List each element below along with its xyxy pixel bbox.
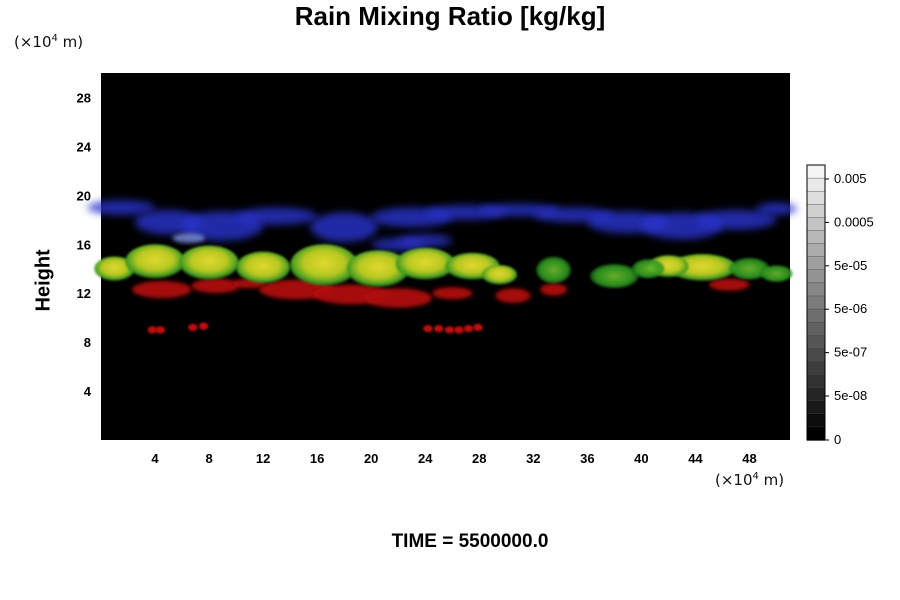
blue-rain-blob — [695, 210, 777, 230]
colorbar-label: 0 — [834, 432, 841, 447]
colorbar-swatch — [806, 308, 826, 323]
x-tick-label: 36 — [580, 451, 594, 466]
x-tick-label: 12 — [256, 451, 270, 466]
y-tick-label: 16 — [77, 237, 91, 252]
colorbar-swatch — [806, 256, 826, 271]
colorbar-swatch — [806, 282, 826, 297]
red-rain-blob — [540, 283, 568, 296]
x-tick-label: 4 — [151, 451, 159, 466]
green-rain-blob — [536, 256, 572, 284]
y-tick-label: 20 — [77, 188, 91, 203]
yellow-rain-blob — [290, 244, 358, 286]
red-rain-drop — [155, 326, 166, 334]
colorbar-label: 5e-07 — [834, 345, 867, 360]
blue-rain-blob — [172, 233, 206, 244]
yellow-rain-blob — [179, 245, 239, 280]
red-rain-blob — [191, 278, 241, 294]
colorbar-label: 5e-05 — [834, 258, 867, 273]
red-rain-blob — [708, 278, 750, 291]
red-rain-drop — [434, 325, 444, 333]
green-rain-blob — [729, 257, 770, 280]
x-tick-label: 28 — [472, 451, 486, 466]
colorbar-swatch — [806, 164, 826, 179]
colorbar-frame — [806, 164, 826, 441]
y-tick-labels: 4 8 12 16 20 24 28 — [77, 90, 92, 399]
y-tick-label: 24 — [77, 139, 92, 154]
colorbar-swatch — [806, 204, 826, 219]
yellow-rain-blob — [395, 247, 455, 280]
colorbar-swatch — [806, 413, 826, 428]
x-axis-units: (×104 m) — [715, 471, 785, 489]
red-rain-drop — [473, 323, 483, 332]
red-rain-drop — [444, 326, 455, 334]
colorbar: 0.005 0.0005 5e-05 5e-06 5e-07 5e-08 0 — [806, 164, 874, 447]
yellow-rain-blob — [94, 256, 135, 281]
green-rain-blob — [631, 258, 665, 279]
red-rain-drop — [198, 322, 209, 330]
x-tick-label: 32 — [526, 451, 540, 466]
red-rain-blob — [431, 287, 473, 300]
time-label: TIME = 5500000.0 — [391, 531, 549, 552]
colorbar-swatch — [806, 243, 826, 258]
colorbar-swatch — [806, 348, 826, 363]
colorbar-swatch — [806, 269, 826, 284]
colorbar-swatch — [806, 295, 826, 310]
yellow-rain-blob — [481, 265, 518, 285]
colorbar-swatch — [806, 177, 826, 192]
yellow-rain-blob — [236, 251, 291, 284]
blue-rain-blob — [310, 212, 378, 242]
x-tick-label: 8 — [205, 451, 212, 466]
colorbar-swatch — [806, 190, 826, 205]
red-rain-drop — [423, 325, 433, 333]
green-rain-blob — [590, 263, 639, 289]
x-tick-label: 48 — [742, 451, 756, 466]
x-tick-label: 20 — [364, 451, 378, 466]
red-rain-blob — [495, 288, 531, 303]
colorbar-swatch — [806, 217, 826, 232]
colorbar-swatch — [806, 335, 826, 350]
red-rain-blob — [364, 288, 432, 308]
colorbar-swatch — [806, 426, 826, 441]
blue-rain-blob — [398, 234, 453, 247]
red-rain-drop — [188, 323, 198, 332]
colorbar-swatch — [806, 361, 826, 376]
y-tick-label: 8 — [84, 335, 91, 350]
colorbar-label: 0.0005 — [834, 214, 874, 229]
colorbar-label: 0.005 — [834, 171, 867, 186]
colorbar-swatch — [806, 387, 826, 402]
x-tick-label: 44 — [688, 451, 703, 466]
colorbar-swatch — [806, 374, 826, 389]
blue-rain-blob — [236, 207, 318, 225]
blue-rain-blob — [87, 200, 156, 215]
red-rain-drop — [463, 325, 474, 333]
blue-rain-blob — [756, 202, 797, 215]
x-tick-labels: 4 8 12 16 20 24 28 32 36 40 44 48 — [151, 451, 756, 466]
colorbar-swatch — [806, 321, 826, 336]
colorbar-swatch — [806, 400, 826, 415]
colorbar-label: 5e-08 — [834, 388, 867, 403]
colorbar-label: 5e-06 — [834, 301, 867, 316]
yellow-rain-blob — [125, 244, 185, 279]
x-tick-label: 16 — [310, 451, 324, 466]
y-tick-label: 12 — [77, 286, 91, 301]
rain-fields — [87, 200, 797, 334]
red-rain-drop — [147, 326, 158, 334]
green-rain-blob — [760, 265, 793, 283]
red-rain-drop — [454, 326, 464, 334]
chart-title: Rain Mixing Ratio [kg/kg] — [294, 1, 606, 31]
x-tick-label: 24 — [418, 451, 433, 466]
y-axis-units: (×104 m) — [14, 33, 84, 51]
x-tick-label: 40 — [634, 451, 648, 466]
red-rain-blob — [132, 280, 192, 299]
y-tick-label: 4 — [84, 384, 92, 399]
y-tick-label: 28 — [77, 90, 91, 105]
colorbar-swatch — [806, 230, 826, 245]
yellow-rain-blob — [346, 250, 410, 288]
